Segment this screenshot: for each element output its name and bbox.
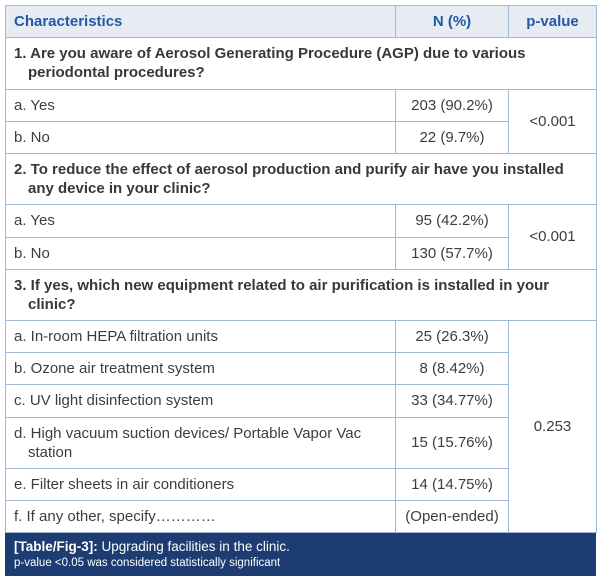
answer-label: c. UV light disinfection system (5, 384, 396, 418)
answer-row: e. Filter sheets in air conditioners 14 … (5, 467, 597, 502)
question-row-1: 1. Are you aware of Aerosol Generating P… (5, 37, 597, 90)
question-text-2: 2. To reduce the effect of aerosol produ… (5, 152, 597, 206)
caption-title: Upgrading facilities in the clinic. (97, 539, 290, 555)
question-text-1: 1. Are you aware of Aerosol Generating P… (5, 37, 597, 90)
n-value: 25 (26.3%) (395, 320, 509, 354)
answer-label: f. If any other, specify………… (5, 500, 396, 534)
answer-row: c. UV light disinfection system 33 (34.7… (5, 384, 597, 418)
p-value-section-1: <0.001 (508, 88, 597, 154)
table-caption: [Table/Fig-3]: Upgrading facilities in t… (5, 533, 596, 576)
question-row-2: 2. To reduce the effect of aerosol produ… (5, 152, 597, 206)
n-value: 8 (8.42%) (395, 352, 509, 386)
header-row: Characteristics N (%) p-value (5, 4, 597, 39)
n-value: 95 (42.2%) (395, 204, 509, 238)
answer-row: a. Yes 95 (42.2%) <0.001 (5, 204, 597, 270)
n-value: 130 (57.7%) (395, 236, 509, 270)
n-value: (Open-ended) (395, 500, 509, 534)
answer-label: b. No (5, 120, 396, 154)
question-text-3: 3. If yes, which new equipment related t… (5, 268, 597, 322)
n-value: 15 (15.76%) (395, 416, 509, 470)
col-header-p-value: p-value (508, 4, 597, 39)
p-value-section-2: <0.001 (508, 204, 597, 270)
answer-row: f. If any other, specify………… (Open-ended… (5, 500, 597, 534)
n-value: 14 (14.75%) (395, 467, 509, 502)
p-value-section-3: 0.253 (508, 320, 597, 534)
table-figure: Characteristics N (%) p-value 1. Are you… (5, 4, 597, 576)
answer-label: a. Yes (5, 88, 396, 122)
answer-row: b. No 22 (9.7%) (5, 120, 597, 154)
answer-label: a. In-room HEPA filtration units (5, 320, 396, 354)
answer-label: a. Yes (5, 204, 396, 238)
n-value: 203 (90.2%) (395, 88, 509, 122)
caption-label: [Table/Fig-3]: (14, 539, 98, 555)
answer-label: d. High vacuum suction devices/ Portable… (5, 416, 396, 470)
n-value: 22 (9.7%) (395, 120, 509, 154)
caption-line: [Table/Fig-3]: Upgrading facilities in t… (14, 539, 587, 554)
answer-row: d. High vacuum suction devices/ Portable… (5, 416, 597, 470)
answer-row: b. Ozone air treatment system 8 (8.42%) (5, 352, 597, 386)
n-value: 33 (34.77%) (395, 384, 509, 418)
answer-row: a. Yes 203 (90.2%) <0.001 (5, 88, 597, 154)
answer-label: b. Ozone air treatment system (5, 352, 396, 386)
answer-label: e. Filter sheets in air conditioners (5, 467, 396, 502)
answer-label: b. No (5, 236, 396, 270)
caption-footnote: p-value <0.05 was considered statistical… (14, 557, 281, 570)
col-header-characteristics: Characteristics (5, 4, 396, 39)
answer-row: b. No 130 (57.7%) (5, 236, 597, 270)
answer-row: a. In-room HEPA filtration units 25 (26.… (5, 320, 597, 534)
question-row-3: 3. If yes, which new equipment related t… (5, 268, 597, 322)
data-table: Characteristics N (%) p-value 1. Are you… (5, 4, 597, 534)
col-header-n-percent: N (%) (395, 4, 509, 39)
